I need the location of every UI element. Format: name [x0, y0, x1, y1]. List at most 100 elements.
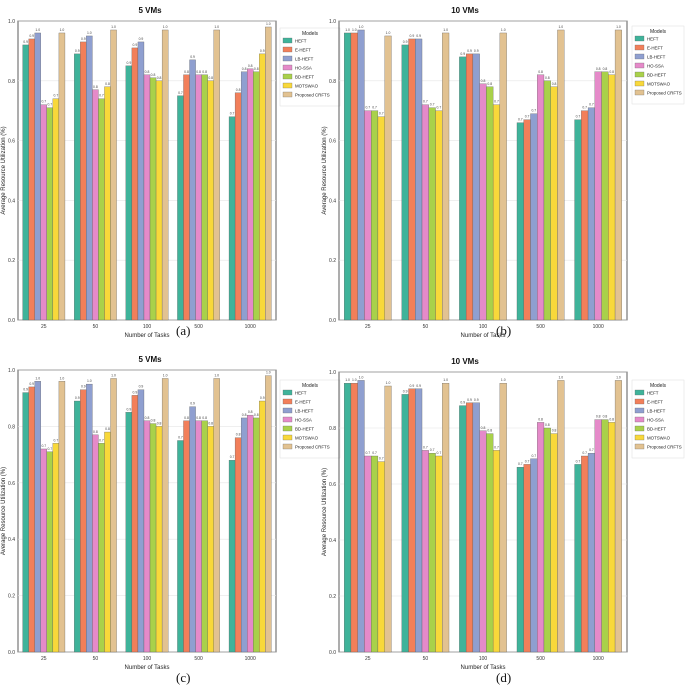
bar-motswao — [377, 116, 385, 321]
bar-value-label: 1.0 — [386, 381, 391, 385]
bar-value-label: 1.0 — [352, 378, 357, 382]
bar-motswao — [104, 86, 111, 321]
bar-value-label: 0.8 — [184, 70, 189, 74]
legend-label: HEFT — [295, 39, 307, 44]
x-tick-label: 25 — [41, 324, 47, 330]
bar-lb-heft — [34, 32, 41, 321]
bar-bd-heft — [201, 74, 208, 321]
bar-bd-heft — [46, 451, 54, 653]
bar-proposed-crfts — [161, 378, 169, 653]
bar-proposed-crfts — [265, 26, 272, 321]
bar-proposed-crfts — [499, 383, 507, 653]
bar-e-heft — [131, 395, 139, 653]
y-tick-label: 0.0 — [8, 650, 15, 656]
legend-swatch — [634, 434, 645, 441]
bar-heft — [74, 53, 81, 321]
bar-bd-heft — [543, 427, 551, 653]
bar-value-label: 0.8 — [609, 70, 614, 74]
bar-value-label: 0.8 — [538, 70, 543, 74]
x-tick-label: 100 — [143, 324, 152, 330]
bar-value-label: 0.7 — [230, 112, 235, 116]
legend-swatch — [634, 407, 645, 414]
bar-value-label: 0.8 — [603, 67, 608, 71]
bar-lb-heft — [472, 53, 480, 321]
bar-bd-heft — [201, 420, 208, 653]
x-axis-label: Number of Tasks — [125, 665, 170, 671]
y-tick-label: 0.2 — [329, 594, 336, 600]
chart-1: 0.0 0.2 0.4 0.6 0.8 1.0 10 VMs Number of Tasks A… — [322, 6, 685, 339]
bar-heft — [177, 95, 184, 321]
bar-e-heft — [465, 53, 474, 321]
bar-value-label: 0.7 — [430, 103, 435, 107]
bar-value-label: 0.8 — [248, 410, 253, 414]
bar-value-label: 0.7 — [576, 115, 581, 119]
bar-value-label: 0.7 — [582, 451, 587, 455]
bar-value-label: 0.7 — [41, 100, 46, 104]
bar-bd-heft — [149, 423, 157, 653]
legend-label: E-HEFT — [647, 400, 663, 405]
bar-value-label: 0.7 — [525, 115, 530, 119]
bar-motswao — [259, 53, 266, 321]
bar-e-heft — [581, 110, 589, 321]
bar-ho-ssa — [421, 104, 429, 321]
bar-heft — [574, 119, 582, 321]
bar-value-label: 0.8 — [184, 416, 189, 420]
bar-proposed-crfts — [384, 385, 392, 653]
bar-motswao — [377, 461, 385, 653]
legend-swatch — [282, 73, 293, 80]
bar-value-label: 0.7 — [494, 445, 499, 449]
bar-proposed-crfts — [384, 35, 392, 321]
bar-value-label: 0.8 — [242, 413, 247, 417]
x-tick-label: 25 — [365, 656, 371, 662]
bar-value-label: 0.9 — [133, 43, 138, 47]
bar-value-label: 1.0 — [111, 25, 116, 29]
bar-bd-heft — [543, 80, 551, 321]
bar-value-label: 0.8 — [545, 76, 550, 80]
bar-value-label: 1.0 — [87, 31, 92, 35]
x-tick-label: 25 — [41, 656, 47, 662]
bar-value-label: 1.0 — [443, 28, 448, 32]
bar-value-label: 0.7 — [518, 462, 523, 466]
bar-value-label: 0.8 — [481, 426, 486, 430]
bar-heft — [459, 405, 467, 653]
bar-proposed-crfts — [557, 29, 565, 321]
bar-value-label: 0.8 — [552, 429, 557, 433]
legend-label: Proposed CRFTS — [647, 91, 682, 96]
bar-lb-heft — [472, 402, 480, 653]
bar-value-label: 0.8 — [157, 76, 162, 80]
bar-bd-heft — [428, 453, 436, 653]
x-tick-label: 500 — [194, 324, 203, 330]
bar-value-label: 1.0 — [60, 28, 65, 32]
bar-heft — [401, 394, 409, 653]
legend-label: BD-HEFT — [647, 73, 666, 78]
bar-lb-heft — [240, 71, 248, 321]
y-tick-label: 0.6 — [8, 481, 15, 487]
bar-ho-ssa — [92, 434, 99, 653]
bar-value-label: 1.0 — [214, 373, 219, 377]
bar-value-label: 0.7 — [582, 106, 587, 110]
bar-value-label: 1.0 — [501, 28, 506, 32]
x-axis-label: Number of Tasks — [461, 665, 506, 671]
bar-proposed-crfts — [110, 29, 117, 321]
bar-ho-ssa — [364, 455, 372, 653]
legend-label: HEFT — [647, 37, 659, 42]
bar-lb-heft — [137, 389, 145, 653]
bar-proposed-crfts — [557, 380, 565, 653]
bar-ho-ssa — [594, 71, 602, 321]
bar-heft — [177, 440, 184, 653]
bar-motswao — [207, 426, 214, 653]
bar-value-label: 0.8 — [145, 70, 150, 74]
x-tick-label: 50 — [423, 324, 429, 330]
legend-label: HO-SSA — [295, 418, 312, 423]
x-tick-label: 500 — [536, 324, 545, 330]
bar-value-label: 0.8 — [487, 429, 492, 433]
chart-title: 10 VMs — [451, 357, 479, 366]
bar-value-label: 0.8 — [596, 415, 601, 419]
y-axis-label: Average Resource Utilization (%) — [1, 126, 7, 214]
bar-value-label: 0.7 — [379, 112, 384, 116]
bar-motswao — [492, 104, 501, 321]
legend-label: E-HEFT — [647, 46, 663, 51]
legend-label: LB-HEFT — [647, 409, 666, 414]
bar-value-label: 1.0 — [266, 22, 271, 26]
